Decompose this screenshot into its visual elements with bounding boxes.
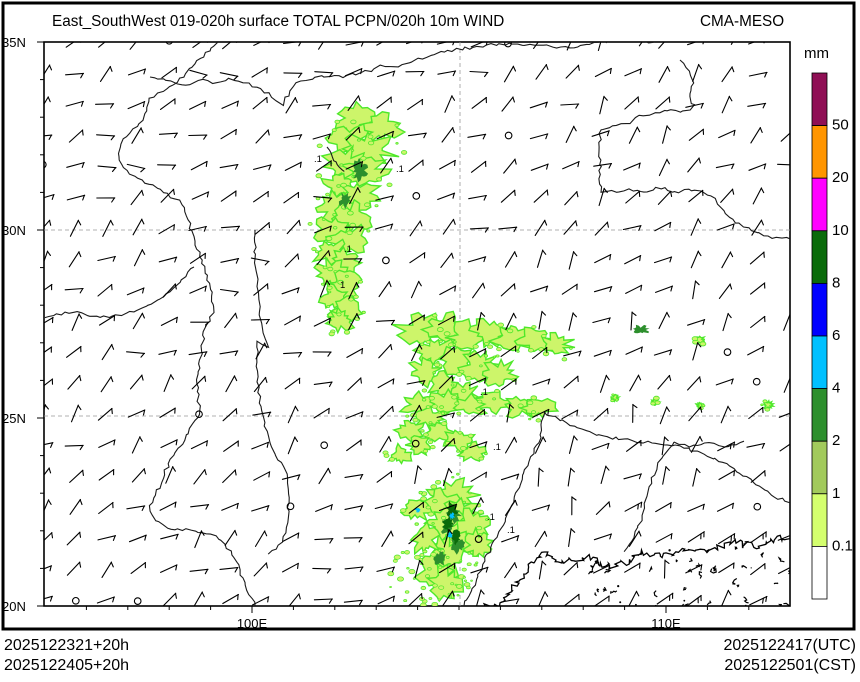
svg-text:.1: .1 [493, 442, 501, 453]
svg-text:20N: 20N [2, 599, 26, 614]
svg-text:20: 20 [832, 169, 849, 186]
svg-text:25N: 25N [2, 411, 26, 426]
svg-text:.1: .1 [507, 525, 515, 536]
svg-text:35N: 35N [2, 35, 26, 50]
svg-text:4: 4 [832, 380, 840, 397]
svg-text:2025122501(CST): 2025122501(CST) [724, 657, 856, 674]
svg-text:30N: 30N [2, 223, 26, 238]
svg-text:2: 2 [832, 432, 840, 449]
svg-text:.1: .1 [344, 244, 352, 255]
svg-text:8: 8 [832, 274, 840, 291]
svg-text:CMA-MESO: CMA-MESO [700, 13, 784, 30]
svg-text:2025122405+20h: 2025122405+20h [4, 657, 129, 674]
svg-text:50: 50 [832, 117, 849, 134]
svg-text:.1: .1 [396, 164, 404, 175]
svg-text:.1: .1 [487, 512, 495, 523]
svg-text:0.1: 0.1 [832, 537, 853, 554]
svg-text:.1: .1 [314, 154, 322, 165]
svg-text:.1: .1 [480, 387, 488, 398]
svg-text:mm: mm [804, 45, 829, 62]
svg-text:2025122417(UTC): 2025122417(UTC) [723, 637, 856, 654]
svg-text:East_SouthWest 019-020h surfac: East_SouthWest 019-020h surface TOTAL PC… [52, 13, 504, 30]
svg-text:1: 1 [832, 485, 840, 502]
svg-text:6: 6 [832, 327, 840, 344]
svg-text:10: 10 [832, 222, 849, 239]
svg-text:2025122321+20h: 2025122321+20h [4, 637, 129, 654]
svg-text:1: 1 [340, 280, 345, 291]
